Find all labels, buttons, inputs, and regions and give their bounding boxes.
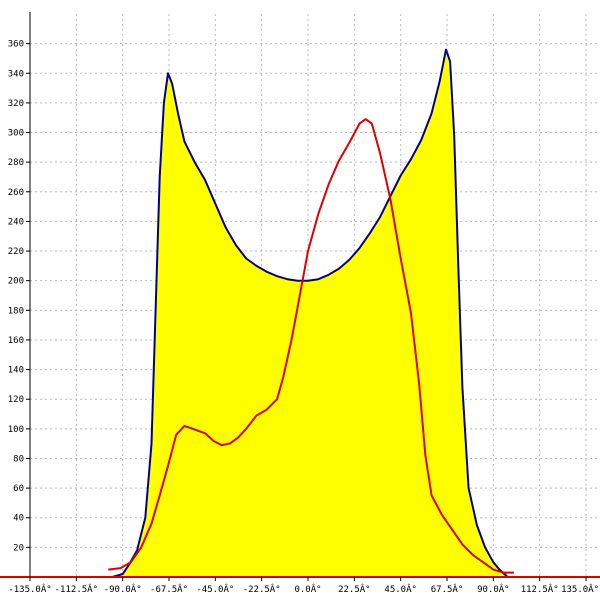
y-tick-label: 180 xyxy=(8,306,24,316)
x-tick-label: 45.0Â° xyxy=(384,583,417,595)
y-tick-label: 120 xyxy=(8,395,24,405)
y-tick-label: 100 xyxy=(8,425,24,435)
x-tick-label: 90.0Â° xyxy=(477,583,510,595)
x-tick-label: 135.0Â° xyxy=(561,583,599,595)
axes xyxy=(0,12,600,581)
x-tick-label: 0.0Â° xyxy=(294,583,321,595)
x-tick-label: -67.5Â° xyxy=(150,583,188,595)
y-tick-label: 160 xyxy=(8,336,24,346)
y-tick-label: 20 xyxy=(13,543,24,553)
y-tick-label: 140 xyxy=(8,366,24,376)
y-tick-label: 40 xyxy=(13,514,24,524)
x-tick-label: -22.5Â° xyxy=(243,583,281,595)
y-tick-label: 340 xyxy=(8,69,24,79)
x-tick-label: 22.5Â° xyxy=(338,583,371,595)
y-tick-label: 80 xyxy=(13,454,24,464)
y-tick-label: 360 xyxy=(8,40,24,50)
y-tick-label: 200 xyxy=(8,277,24,287)
filled-series-area xyxy=(112,49,508,578)
x-tick-label: 112.5Â° xyxy=(521,583,559,595)
y-tick-label: 300 xyxy=(8,129,24,139)
x-tick-label: 67.5Â° xyxy=(431,583,464,595)
x-tick-label: -135.0Â° xyxy=(8,583,51,595)
line-series xyxy=(108,118,514,574)
x-tick-label: -112.5Â° xyxy=(55,583,98,595)
y-tick-label: 280 xyxy=(8,158,24,168)
y-tick-label: 220 xyxy=(8,247,24,257)
x-tick-label: -90.0Â° xyxy=(104,583,142,595)
y-tick-label: 320 xyxy=(8,99,24,109)
plot-area xyxy=(108,48,514,578)
filled-series-outline xyxy=(112,48,509,578)
y-tick-label: 240 xyxy=(8,217,24,227)
y-tick-label: 260 xyxy=(8,188,24,198)
y-tick-label: 60 xyxy=(13,484,24,494)
x-tick-label: -45.0Â° xyxy=(196,583,234,595)
tick-labels: 20 40 60 80 100 120 140 160 180 200 220 240 260 280 30… xyxy=(8,40,599,595)
